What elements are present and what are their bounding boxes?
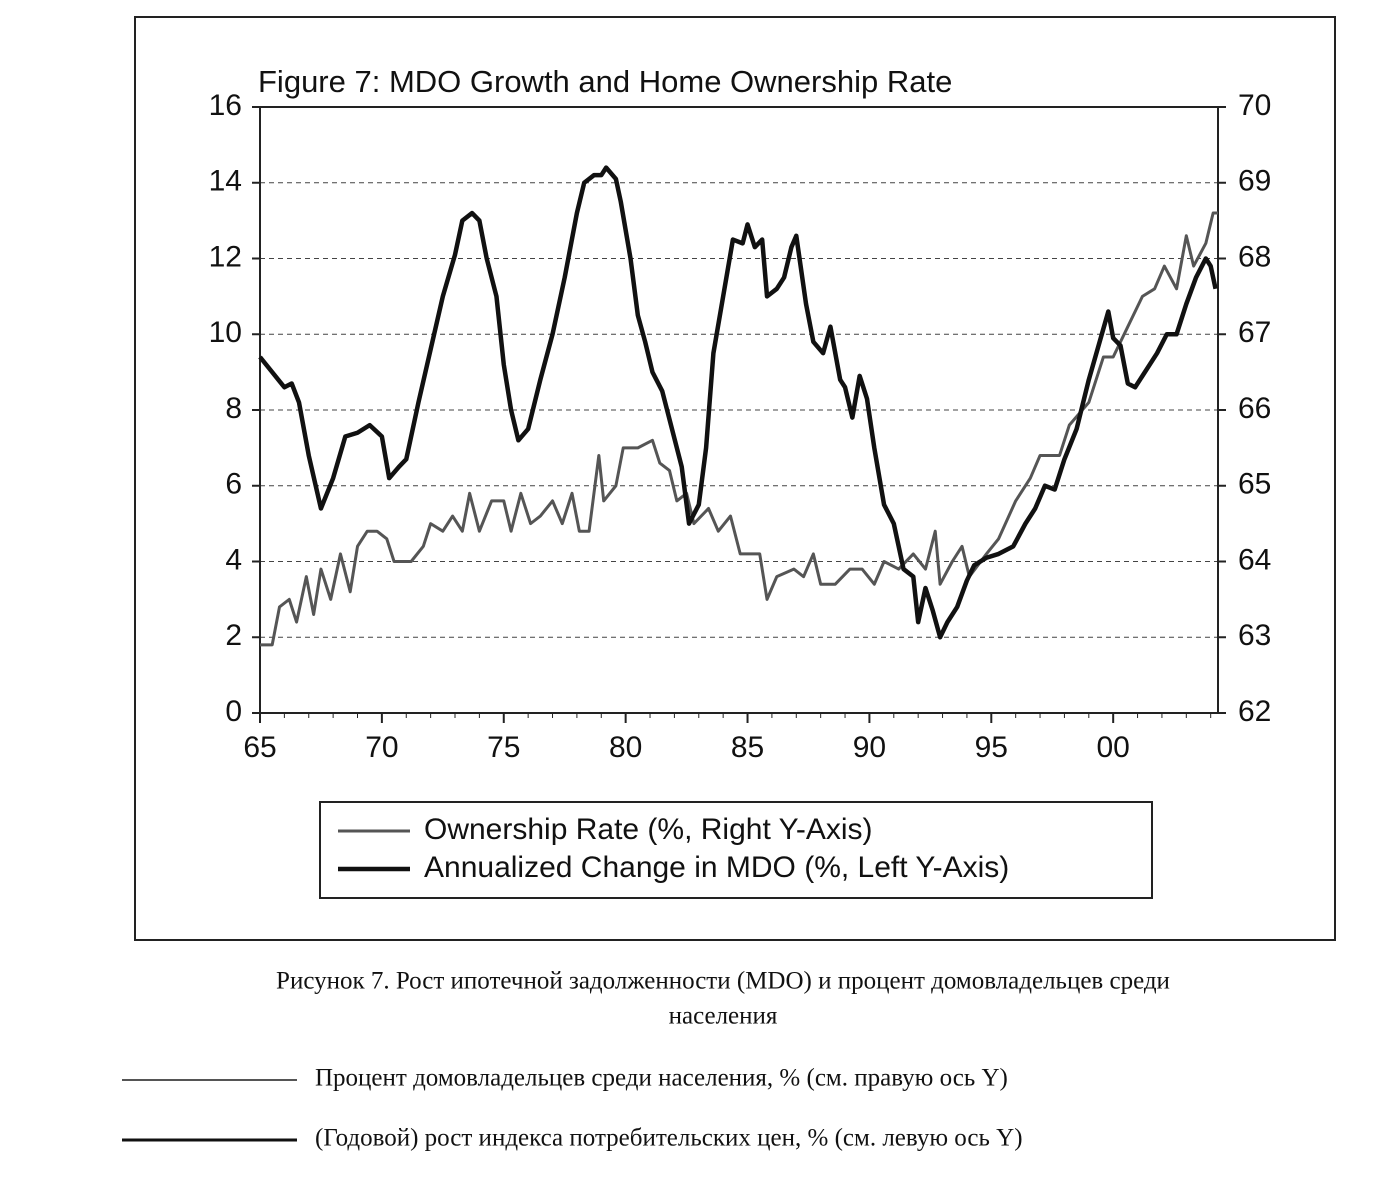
caption-legend-text: Процент домовладельцев среди населения, …	[315, 1065, 1008, 1092]
y2-tick-label: 70	[1238, 89, 1271, 122]
series-line	[258, 165, 1218, 640]
y-tick-label: 12	[209, 240, 242, 273]
legend-label: Annualized Change in MDO (%, Left Y-Axis…	[424, 851, 1009, 884]
x-tick-label: 85	[731, 731, 764, 764]
y-tick-label: 0	[225, 695, 242, 728]
y2-tick-label: 62	[1238, 695, 1271, 728]
legend-label: Ownership Rate (%, Right Y-Axis)	[424, 813, 873, 846]
caption-legend-text: (Годовой) рост индекса потребительских ц…	[315, 1125, 1023, 1152]
chart-frame	[134, 16, 1336, 941]
y-tick-label: 2	[225, 619, 242, 652]
y2-tick-label: 64	[1238, 543, 1271, 576]
y2-tick-label: 63	[1238, 619, 1271, 652]
y2-tick-label: 65	[1238, 468, 1271, 501]
chart-title: Figure 7: MDO Growth and Home Ownership …	[258, 64, 952, 99]
y-tick-label: 4	[225, 543, 242, 576]
caption: населения	[669, 1003, 778, 1030]
caption: Рисунок 7. Рост ипотечной задолженности …	[276, 968, 1170, 995]
y-tick-label: 10	[209, 316, 242, 349]
y-tick-label: 14	[209, 165, 242, 198]
series-line	[260, 211, 1218, 647]
x-tick-label: 90	[853, 731, 886, 764]
x-tick-label: 80	[609, 731, 642, 764]
legend-box	[319, 801, 1153, 899]
plot-frame	[259, 106, 1219, 714]
y2-tick-label: 69	[1238, 165, 1271, 198]
x-tick-label: 65	[243, 731, 276, 764]
y-tick-label: 6	[225, 468, 242, 501]
x-tick-label: 75	[487, 731, 520, 764]
y-tick-label: 16	[209, 89, 242, 122]
y2-tick-label: 67	[1238, 316, 1271, 349]
y2-tick-label: 66	[1238, 392, 1271, 425]
y-tick-label: 8	[225, 392, 242, 425]
y2-tick-label: 68	[1238, 240, 1271, 273]
x-tick-label: 95	[975, 731, 1008, 764]
x-tick-label: 70	[365, 731, 398, 764]
x-tick-label: 00	[1096, 731, 1129, 764]
